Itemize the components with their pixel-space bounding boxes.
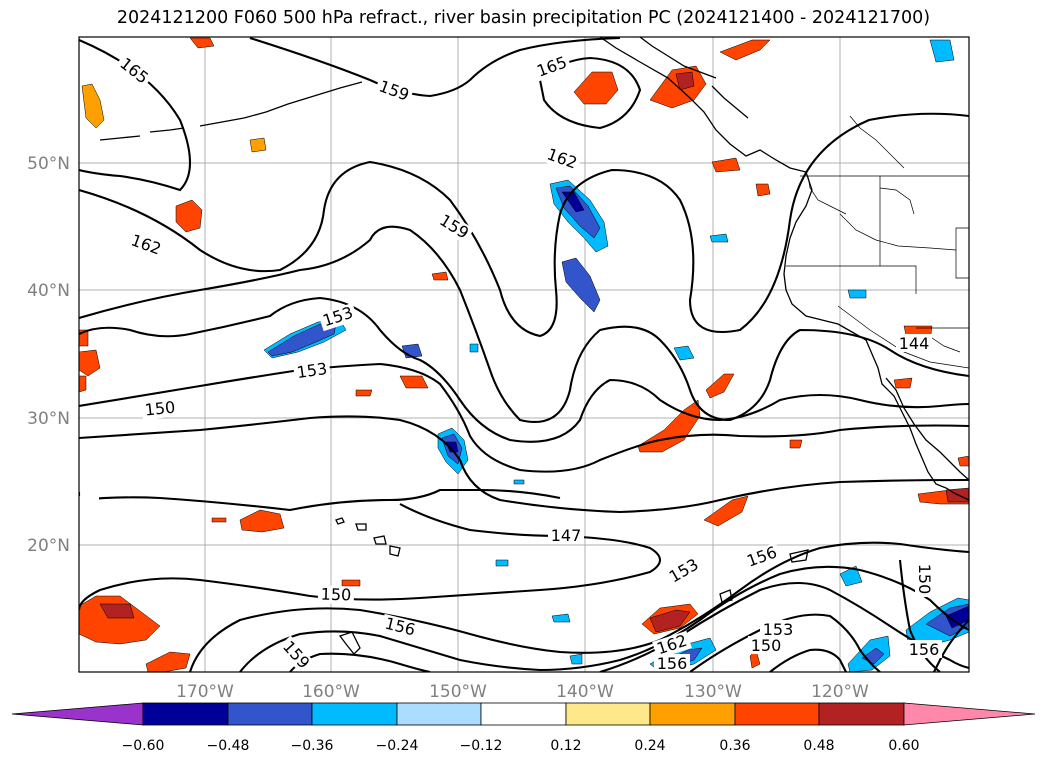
lon-label-150w: 150°W xyxy=(429,682,487,702)
lat-label-50n: 50°N xyxy=(27,154,70,174)
lon-label-170w: 170°W xyxy=(176,682,234,702)
positive-precip-areas xyxy=(79,37,969,672)
colorbar-seg-9 xyxy=(818,702,905,726)
colorbar-label: 0.48 xyxy=(803,738,834,754)
colorbar-seg-0 xyxy=(11,702,144,726)
colorbar-seg-8 xyxy=(734,702,820,726)
colorbar-label: −0.60 xyxy=(122,738,165,754)
map-frame xyxy=(79,37,969,672)
colorbar-seg-5 xyxy=(480,702,567,726)
colorbar-label: −0.36 xyxy=(291,738,334,754)
contour-label: 150 xyxy=(915,564,934,595)
colorbar-label: −0.12 xyxy=(460,738,503,754)
contour-label: 156 xyxy=(909,640,940,659)
colorbar-label: 0.24 xyxy=(634,738,665,754)
colorbar-seg-3 xyxy=(311,702,398,726)
lon-label-120w: 120°W xyxy=(811,682,869,702)
lon-label-160w: 160°W xyxy=(302,682,360,702)
latitude-labels: 50°N 40°N 30°N 20°N xyxy=(27,154,70,556)
map-title: 2024121200 F060 500 hPa refract., river … xyxy=(116,8,931,28)
colorbar-label: −0.24 xyxy=(376,738,419,754)
lat-label-20n: 20°N xyxy=(27,536,70,556)
contour-label-backgrounds xyxy=(79,52,942,672)
colorbar-labels: −0.60 −0.48 −0.36 −0.24 −0.12 0.12 0.24 … xyxy=(122,738,920,754)
colorbar-label: 0.36 xyxy=(719,738,750,754)
colorbar-seg-1 xyxy=(142,702,229,726)
contour-label: 156 xyxy=(657,654,688,673)
lon-label-130w: 130°W xyxy=(684,682,742,702)
lat-label-30n: 30°N xyxy=(27,409,70,429)
contour-label: 150 xyxy=(144,397,176,419)
colorbar xyxy=(11,702,1036,726)
colorbar-seg-2 xyxy=(227,702,313,726)
lon-label-140w: 140°W xyxy=(556,682,614,702)
colorbar-label: 0.60 xyxy=(888,738,919,754)
lat-label-40n: 40°N xyxy=(27,281,70,301)
contour-label: 150 xyxy=(320,584,351,604)
contour-label: 150 xyxy=(751,636,782,655)
contour-label: 153 xyxy=(763,620,794,639)
contour-label: 147 xyxy=(551,526,582,545)
colorbar-label: −0.48 xyxy=(207,738,250,754)
map-border xyxy=(78,36,970,673)
colorbar-seg-10 xyxy=(903,702,1036,726)
colorbar-seg-4 xyxy=(396,702,482,726)
contour-label: 144 xyxy=(899,334,930,353)
gridlines xyxy=(79,37,969,672)
colorbar-seg-7 xyxy=(649,702,736,726)
colorbar-label: 0.12 xyxy=(550,738,581,754)
colorbar-seg-6 xyxy=(565,702,651,726)
contour-label: 153 xyxy=(295,359,328,382)
longitude-labels: 170°W 160°W 150°W 140°W 130°W 120°W xyxy=(176,682,869,702)
coastlines xyxy=(99,37,969,501)
